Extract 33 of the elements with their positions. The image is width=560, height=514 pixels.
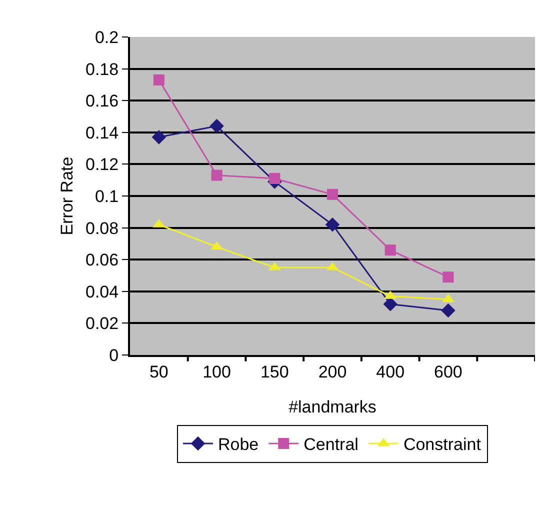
x-tick-label: 150 [260,362,289,382]
point [210,118,224,134]
y-tick-label: 0.16 [86,92,119,111]
x-tick-label: 200 [318,362,347,382]
point [211,170,222,181]
y-tick-label: 0.2 [94,28,119,47]
y-tick-label: 0.04 [86,282,119,302]
x-tick-label: 100 [202,362,231,382]
legend-label: Central [304,435,358,454]
y-tick-label: 0.1 [94,186,119,206]
point [153,74,164,86]
point [327,188,338,200]
point [383,296,398,312]
x-tick-label: 400 [376,362,405,382]
x-axis-title: #landmarks [288,397,376,416]
x-tick-label: 50 [149,362,168,382]
y-tick-label: 0.08 [86,218,119,238]
y-tick-label: 0.14 [86,123,119,142]
legend-label: Robe [218,435,259,454]
y-tick-label: 0.12 [86,155,119,174]
point [441,303,456,318]
y-tick-label: 0.02 [86,314,119,334]
y-axis-title: Error Rate [58,156,77,236]
legend-label: Constraint [403,435,482,454]
point [325,217,340,232]
point [384,244,396,256]
x-tick-label: 600 [434,362,462,382]
point [152,130,166,144]
y-tick-label: 0.06 [86,250,119,270]
y-tick-label: 0.18 [86,60,119,79]
point [269,173,280,184]
y-tick-label: 0 [109,346,119,365]
point [442,272,454,283]
